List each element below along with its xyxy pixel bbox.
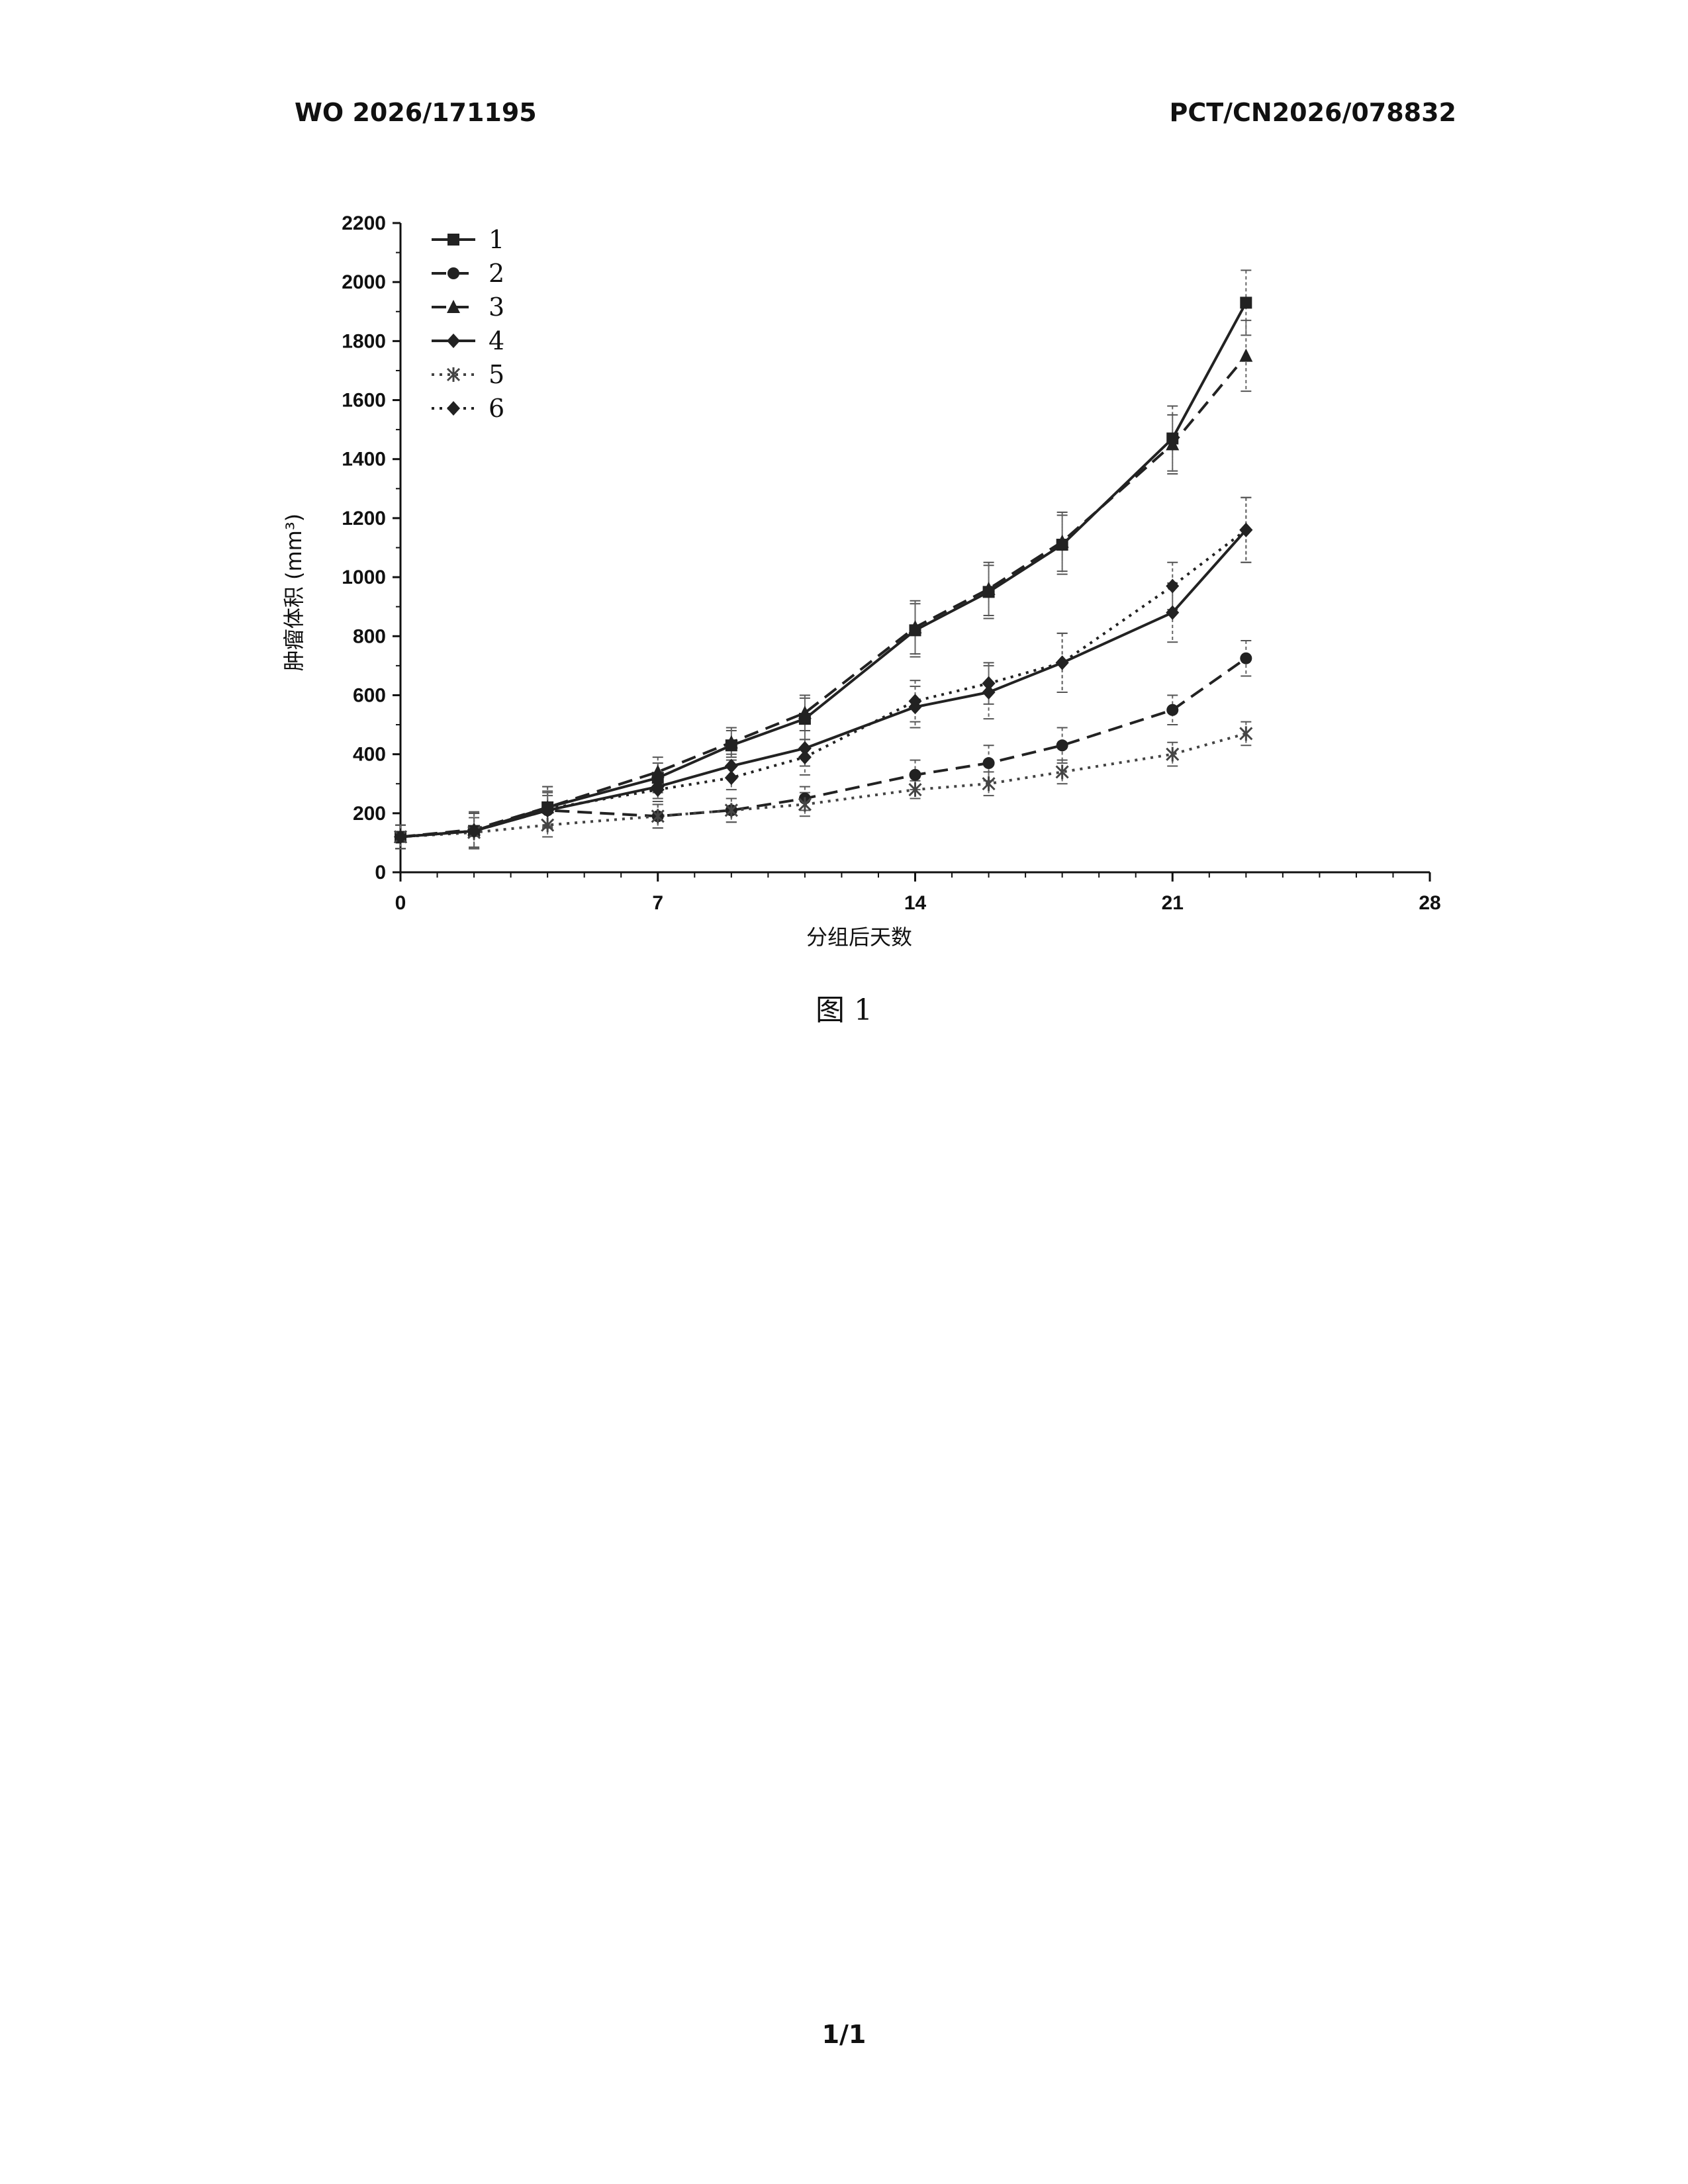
data-point-series-2 xyxy=(1166,704,1178,716)
x-axis-label: 分组后天数 xyxy=(806,925,912,950)
y-tick-label: 0 xyxy=(375,862,386,884)
legend-marker-6 xyxy=(447,401,460,416)
error-bars xyxy=(395,270,1251,848)
y-tick-label: 800 xyxy=(353,625,386,647)
y-tick-label: 1600 xyxy=(342,390,386,412)
data-point-series-6 xyxy=(1056,655,1069,670)
data-point-series-2 xyxy=(1056,739,1068,751)
legend-label-5: 5 xyxy=(489,360,504,389)
legend-label-1: 1 xyxy=(489,225,504,254)
legend-label-6: 6 xyxy=(489,394,504,423)
data-point-series-6 xyxy=(725,770,738,785)
x-tick-label: 21 xyxy=(1162,892,1184,914)
legend-marker-1 xyxy=(447,234,459,246)
tumor-volume-chart: 0 200 400 600 800 1000 1200 1400 1600 1800 2000 220… xyxy=(0,0,1688,979)
y-tick-label: 400 xyxy=(353,744,386,766)
data-point-series-5 xyxy=(983,776,995,791)
series-line-1 xyxy=(400,302,1246,837)
y-tick-label: 1800 xyxy=(342,330,386,352)
x-tick-label: 28 xyxy=(1419,892,1440,914)
legend-label-2: 2 xyxy=(489,259,504,288)
page-number: 1/1 xyxy=(0,2020,1688,2049)
x-tick-label: 14 xyxy=(904,892,927,914)
data-point-series-6 xyxy=(798,750,812,764)
y-tick-label: 200 xyxy=(353,803,386,825)
legend-marker-2 xyxy=(447,267,459,279)
series-line-2 xyxy=(400,659,1246,837)
data-point-series-3 xyxy=(1239,349,1252,362)
legend-label-4: 4 xyxy=(489,326,504,355)
legend: 1 2 3 4 5 6 xyxy=(432,225,504,423)
y-tick-label: 1200 xyxy=(342,508,386,529)
y-axis-label: 肿瘤体积 (mm³) xyxy=(281,514,306,671)
x-tick-label: 0 xyxy=(395,892,406,914)
data-point-series-1 xyxy=(1240,296,1252,308)
series-line-6 xyxy=(400,530,1246,837)
data-point-series-2 xyxy=(983,757,995,769)
y-tick-label: 1000 xyxy=(342,567,386,588)
series-lines xyxy=(400,302,1246,837)
series-line-5 xyxy=(400,733,1246,837)
data-point-series-2 xyxy=(1240,653,1252,664)
chart-axes: 0 200 400 600 800 1000 1200 1400 1600 1800 2000 220… xyxy=(342,212,1440,914)
data-point-series-5 xyxy=(1240,726,1252,741)
data-point-series-6 xyxy=(1166,578,1179,593)
series-line-3 xyxy=(400,356,1246,837)
data-point-series-5 xyxy=(799,797,811,811)
y-tick-label: 600 xyxy=(353,684,386,706)
y-tick-label: 2200 xyxy=(342,212,386,234)
y-tick-label: 2000 xyxy=(342,271,386,293)
series-line-4 xyxy=(400,530,1246,837)
x-tick-label: 7 xyxy=(652,892,663,914)
series-markers xyxy=(394,296,1252,844)
data-point-series-3 xyxy=(798,705,812,719)
y-tick-label: 1400 xyxy=(342,449,386,471)
data-point-series-6 xyxy=(982,676,996,691)
data-point-series-2 xyxy=(910,769,921,781)
legend-label-3: 3 xyxy=(489,293,504,322)
figure-caption: 图 1 xyxy=(0,986,1688,1028)
legend-marker-4 xyxy=(447,334,460,348)
